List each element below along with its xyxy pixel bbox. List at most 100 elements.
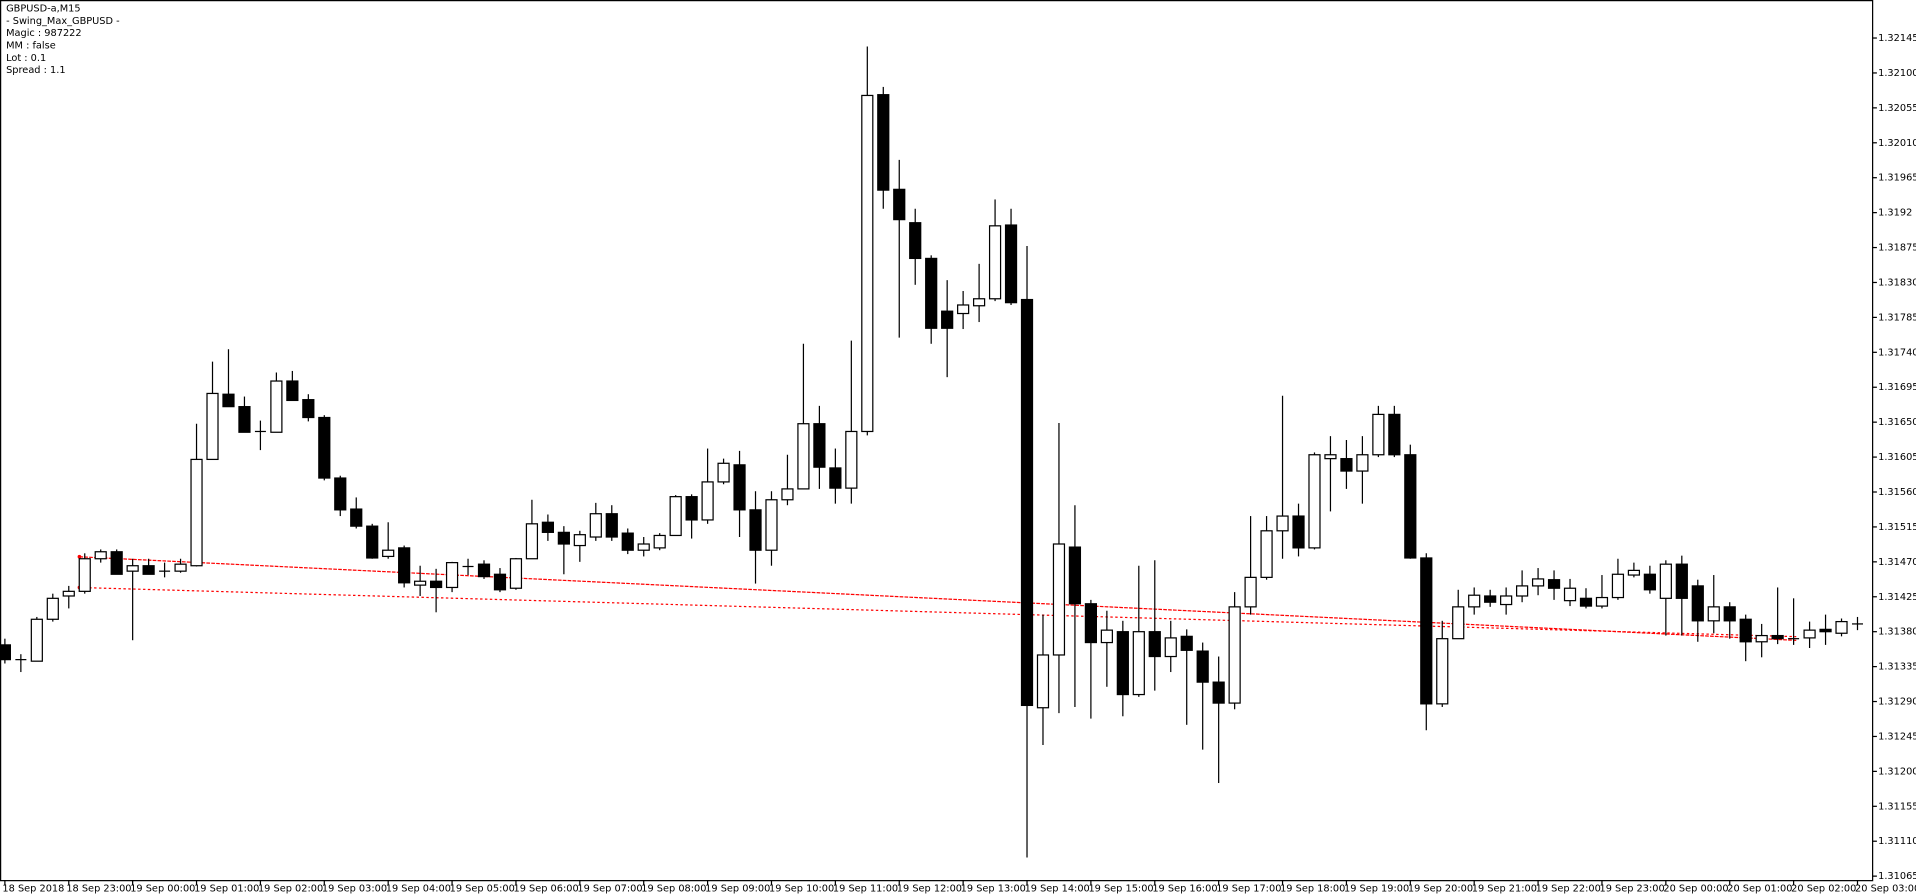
x-tick-label: 19 Sep 05:00 bbox=[450, 884, 515, 895]
candle-body bbox=[1004, 224, 1018, 304]
x-tick-label: 19 Sep 02:00 bbox=[258, 884, 323, 895]
candle-body bbox=[605, 513, 618, 538]
candle-body bbox=[334, 477, 347, 511]
x-tick-label: 19 Sep 17:00 bbox=[1216, 884, 1281, 895]
y-tick-label: 1.31740 bbox=[1878, 347, 1916, 358]
x-tick-label: 19 Sep 22:00 bbox=[1536, 884, 1601, 895]
y-tick-label: 1.31785 bbox=[1878, 312, 1916, 323]
candle-body bbox=[1723, 606, 1736, 622]
candle-body bbox=[509, 558, 523, 589]
candle-body bbox=[1372, 413, 1385, 456]
y-tick-label: 1.31200 bbox=[1878, 766, 1916, 777]
x-tick-label: 18 Sep 2018 bbox=[2, 884, 64, 895]
x-tick-label: 20 Sep 01:00 bbox=[1727, 884, 1792, 895]
candle-body bbox=[797, 423, 810, 490]
candle-body bbox=[1052, 543, 1066, 656]
x-tick-label: 19 Sep 19:00 bbox=[1344, 884, 1409, 895]
candle-body bbox=[1835, 620, 1848, 634]
x-tick-label: 18 Sep 23:00 bbox=[66, 884, 131, 895]
candle-body bbox=[525, 523, 539, 560]
x-tick-label: 20 Sep 00:00 bbox=[1663, 884, 1728, 895]
candle-body bbox=[286, 380, 299, 402]
candle-body bbox=[813, 423, 826, 468]
candle-body bbox=[1819, 628, 1832, 633]
y-tick-label: 1.31875 bbox=[1878, 243, 1916, 254]
y-tick-label: 1.32100 bbox=[1878, 68, 1916, 79]
candle-body bbox=[46, 597, 59, 620]
candle-body bbox=[589, 513, 602, 538]
y-tick-label: 1.31425 bbox=[1878, 592, 1916, 603]
candle-body bbox=[350, 508, 363, 527]
candle-body bbox=[1404, 454, 1417, 559]
candle-body bbox=[429, 580, 443, 589]
chart-title: GBPUSD-a,M15 bbox=[6, 4, 81, 15]
y-tick-label: 1.31110 bbox=[1878, 836, 1916, 847]
candle-body bbox=[941, 310, 954, 329]
candle-body bbox=[1244, 576, 1257, 608]
x-tick-label: 19 Sep 20:00 bbox=[1408, 884, 1473, 895]
x-tick-label: 19 Sep 07:00 bbox=[577, 884, 642, 895]
candle-body bbox=[1643, 573, 1656, 591]
candle-body bbox=[1739, 618, 1752, 643]
candle-body bbox=[653, 534, 666, 549]
y-tick-label: 1.31965 bbox=[1878, 173, 1916, 184]
candles bbox=[0, 46, 1863, 858]
y-tick-label: 1.31605 bbox=[1878, 452, 1916, 463]
y-tick-label: 1.31830 bbox=[1878, 277, 1916, 288]
candle-body bbox=[1084, 603, 1098, 644]
candle-body bbox=[1595, 596, 1609, 607]
candle-body bbox=[829, 467, 842, 489]
candle-body bbox=[1228, 606, 1241, 704]
x-tick-label: 19 Sep 08:00 bbox=[641, 884, 706, 895]
candle-body bbox=[1563, 587, 1577, 602]
x-tick-label: 19 Sep 14:00 bbox=[1025, 884, 1090, 895]
candle-body bbox=[414, 580, 427, 586]
candle-body bbox=[637, 543, 650, 551]
x-tick-label: 20 Sep 03:00 bbox=[1855, 884, 1916, 895]
candle-body bbox=[1212, 681, 1225, 704]
x-tick-label: 19 Sep 21:00 bbox=[1472, 884, 1537, 895]
candle-body bbox=[1803, 629, 1816, 639]
candle-body bbox=[1468, 594, 1481, 608]
y-tick-label: 1.31335 bbox=[1878, 662, 1916, 673]
candle-body bbox=[1260, 530, 1273, 578]
x-tick-label: 19 Sep 09:00 bbox=[705, 884, 770, 895]
candle-body bbox=[1659, 563, 1672, 599]
candle-body bbox=[1340, 458, 1353, 472]
candle-body bbox=[1771, 634, 1784, 640]
candle-body bbox=[1148, 631, 1161, 658]
candle-body bbox=[1116, 631, 1129, 696]
candle-body bbox=[1164, 637, 1177, 658]
y-tick-label: 1.3192 bbox=[1878, 208, 1912, 219]
candle-body bbox=[1755, 634, 1768, 643]
candle-body bbox=[988, 225, 1002, 300]
candle-body bbox=[493, 573, 507, 591]
candle-body bbox=[669, 496, 682, 537]
candle-body bbox=[206, 392, 219, 461]
y-tick-label: 1.32055 bbox=[1878, 103, 1916, 114]
candle-body bbox=[62, 590, 75, 597]
trend-line bbox=[79, 556, 1797, 641]
candle-body bbox=[1020, 298, 1034, 707]
candle-body bbox=[909, 222, 922, 260]
candle-body bbox=[972, 298, 986, 307]
x-tick-label: 19 Sep 23:00 bbox=[1600, 884, 1665, 895]
candle-body bbox=[1356, 454, 1369, 472]
candle-body bbox=[1531, 578, 1545, 587]
candle-body bbox=[1388, 413, 1401, 456]
candle-body bbox=[1292, 515, 1305, 549]
candle-body bbox=[318, 416, 331, 479]
y-tick-label: 1.31515 bbox=[1878, 522, 1916, 533]
y-tick-label: 1.31695 bbox=[1878, 382, 1916, 393]
candle-body bbox=[1611, 573, 1625, 599]
y-tick-label: 1.31650 bbox=[1878, 417, 1916, 428]
candle-body bbox=[1180, 635, 1193, 651]
candle-body bbox=[1196, 650, 1209, 683]
candle-body bbox=[557, 531, 570, 545]
candle-body bbox=[30, 618, 43, 662]
candle-body bbox=[477, 563, 491, 578]
candle-body bbox=[1452, 606, 1465, 640]
candle-body bbox=[573, 534, 586, 547]
candle-body bbox=[382, 549, 395, 558]
